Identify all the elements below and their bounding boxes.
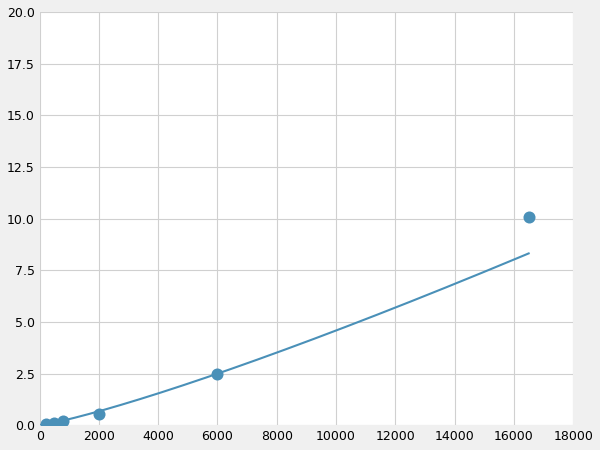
Point (94, 410, 104, 418)
Point (212, 370, 222, 377)
Point (41, 420, 50, 427)
Point (524, 213, 533, 220)
Point (59, 418, 68, 425)
Point (50, 419, 59, 426)
